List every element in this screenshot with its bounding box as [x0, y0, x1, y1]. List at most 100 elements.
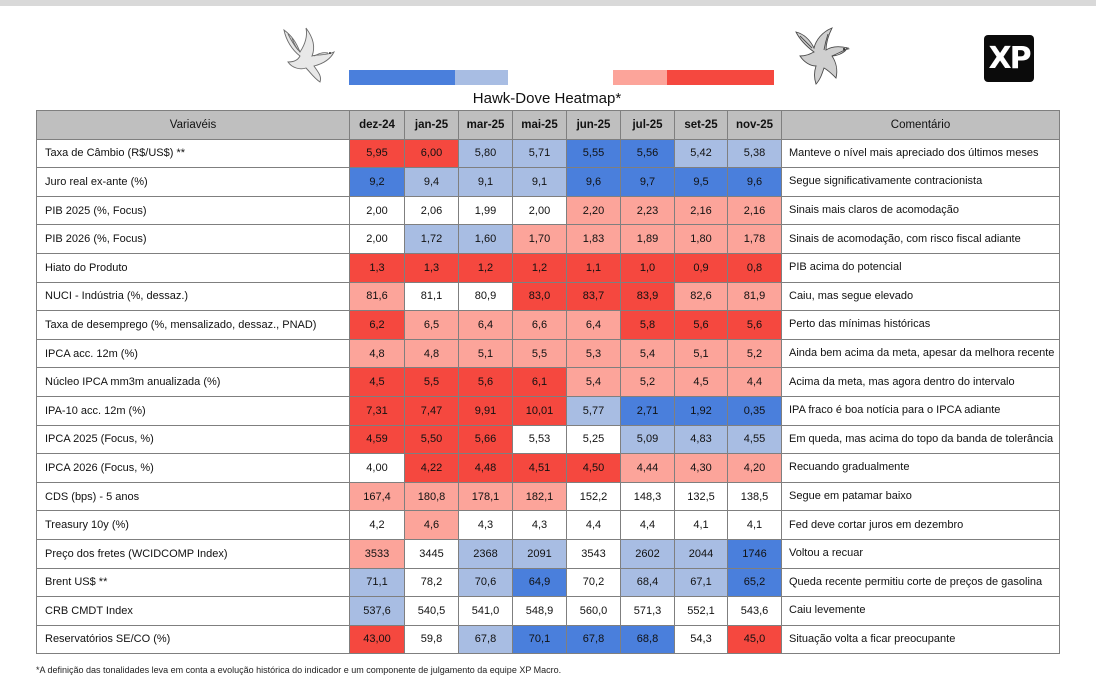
heat-cell: 4,83 [674, 424, 728, 455]
heat-cell: 4,55 [727, 424, 782, 455]
row-label: IPCA 2026 (Focus, %) [36, 453, 350, 483]
heat-cell: 64,9 [512, 567, 567, 598]
heat-cell: 2,16 [727, 195, 782, 226]
heat-cell: 540,5 [404, 596, 459, 626]
heat-cell: 6,5 [404, 310, 459, 340]
heat-cell: 10,01 [512, 395, 567, 426]
heat-cell: 543,6 [727, 596, 782, 626]
heat-cell: 1,3 [404, 252, 459, 283]
heat-cell: 9,6 [566, 167, 621, 197]
heat-cell: 152,2 [566, 481, 621, 512]
heat-cell: 4,20 [727, 453, 782, 483]
heat-cell: 81,9 [727, 281, 782, 312]
heat-cell: 5,66 [458, 424, 513, 455]
heat-cell: 4,3 [458, 510, 513, 540]
row-label: Reservatórios SE/CO (%) [36, 624, 350, 655]
table-row: Reservatórios SE/CO (%) 43,00 59,8 67,8 70,1… [36, 624, 1060, 655]
row-comment: Manteve o nível mais apreciado dos últim… [781, 138, 1060, 169]
heat-cell: 2,00 [512, 195, 567, 226]
heat-cell: 9,4 [404, 167, 459, 197]
heat-cell: 5,2 [727, 338, 782, 369]
row-label: CDS (bps) - 5 anos [36, 481, 350, 512]
footnote: *A definição das tonalidades leva em con… [36, 665, 562, 675]
table-row: Preço dos fretes (WCIDCOMP Index) 3533 344… [36, 538, 1060, 569]
dove-icon [283, 27, 336, 83]
heat-cell: 4,8 [349, 338, 405, 369]
heat-cell: 5,71 [512, 138, 567, 169]
heat-cell: 80,9 [458, 281, 513, 312]
heat-cell: 78,2 [404, 567, 459, 598]
heat-cell: 5,09 [620, 424, 675, 455]
heat-cell: 6,6 [512, 310, 567, 340]
heat-cell: 43,00 [349, 624, 405, 655]
row-label: Treasury 10y (%) [36, 510, 350, 540]
heat-cell: 4,51 [512, 453, 567, 483]
heat-cell: 2,00 [349, 224, 405, 254]
heat-cell: 4,4 [727, 367, 782, 397]
table-row: IPCA 2026 (Focus, %) 4,00 4,22 4,48 4,51 4,50… [36, 453, 1060, 483]
heat-cell: 68,4 [620, 567, 675, 598]
heatmap-table: Variavéis dez-24 jan-25 mar-25 mai-25 ju… [36, 110, 1060, 655]
heat-cell: 70,6 [458, 567, 513, 598]
hawk-icon [795, 27, 850, 85]
heat-cell: 571,3 [620, 596, 675, 626]
heat-cell: 65,2 [727, 567, 782, 598]
heat-cell: 4,30 [674, 453, 728, 483]
heat-cell: 180,8 [404, 481, 459, 512]
heat-cell: 4,48 [458, 453, 513, 483]
heat-cell: 5,6 [727, 310, 782, 340]
heat-cell: 4,1 [674, 510, 728, 540]
heat-cell: 552,1 [674, 596, 728, 626]
heat-cell: 1,83 [566, 224, 621, 254]
table-row: Núcleo IPCA mm3m anualizada (%) 4,5 5,5 5,6… [36, 367, 1060, 397]
heat-cell: 9,1 [512, 167, 567, 197]
xp-logo: XP [984, 35, 1034, 82]
heat-cell: 2044 [674, 538, 728, 569]
heat-cell: 5,4 [620, 338, 675, 369]
row-comment: Perto das mínimas históricas [781, 310, 1060, 340]
heat-cell: 4,22 [404, 453, 459, 483]
heat-cell: 7,31 [349, 395, 405, 426]
heat-cell: 548,9 [512, 596, 567, 626]
row-comment: Em queda, mas acima do topo da banda de … [781, 424, 1060, 455]
row-comment: Acima da meta, mas agora dentro do inter… [781, 367, 1060, 397]
heat-cell: 5,95 [349, 138, 405, 169]
heat-cell: 5,56 [620, 138, 675, 169]
row-comment: Voltou a recuar [781, 538, 1060, 569]
table-row: IPA-10 acc. 12m (%) 7,31 7,47 9,91 10,01 5,77… [36, 395, 1060, 426]
heatmap-body: Taxa de Câmbio (R$/US$) ** 5,95 6,00 5,80 5,… [36, 138, 1060, 655]
table-row: IPCA acc. 12m (%) 4,8 4,8 5,1 5,5 5,3 5,4 5,1 5,… [36, 338, 1060, 369]
heat-cell: 5,38 [727, 138, 782, 169]
heat-cell: 1746 [727, 538, 782, 569]
table-row: Taxa de desemprego (%, mensalizado, dess… [36, 310, 1060, 340]
heat-cell: 6,2 [349, 310, 405, 340]
heat-cell: 4,44 [620, 453, 675, 483]
row-comment: Recuando gradualmente [781, 453, 1060, 483]
heat-cell: 0,8 [727, 252, 782, 283]
heat-cell: 70,2 [566, 567, 621, 598]
row-label: IPCA acc. 12m (%) [36, 338, 350, 369]
heat-cell: 70,1 [512, 624, 567, 655]
row-comment: IPA fraco é boa notícia para o IPCA adia… [781, 395, 1060, 426]
heat-cell: 2,71 [620, 395, 675, 426]
heat-cell: 3533 [349, 538, 405, 569]
row-label: IPA-10 acc. 12m (%) [36, 395, 350, 426]
heat-cell: 5,8 [620, 310, 675, 340]
heat-cell: 67,8 [566, 624, 621, 655]
heat-cell: 138,5 [727, 481, 782, 512]
heat-cell: 541,0 [458, 596, 513, 626]
heat-cell: 5,3 [566, 338, 621, 369]
heat-cell: 5,77 [566, 395, 621, 426]
heat-cell: 5,5 [404, 367, 459, 397]
row-label: NUCI - Indústria (%, dessaz.) [36, 281, 350, 312]
row-label: CRB CMDT Index [36, 596, 350, 626]
heat-cell: 4,50 [566, 453, 621, 483]
top-border [0, 0, 1096, 6]
heat-cell: 5,25 [566, 424, 621, 455]
legend-dove-mild [455, 70, 508, 85]
heat-cell: 54,3 [674, 624, 728, 655]
legend-hawk-mild [613, 70, 667, 85]
heat-cell: 45,0 [727, 624, 782, 655]
heat-cell: 2,23 [620, 195, 675, 226]
heat-cell: 2091 [512, 538, 567, 569]
